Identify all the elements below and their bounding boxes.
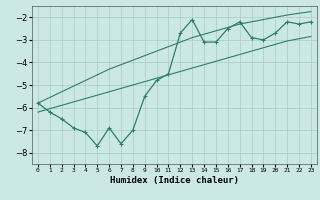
X-axis label: Humidex (Indice chaleur): Humidex (Indice chaleur) [110, 176, 239, 185]
